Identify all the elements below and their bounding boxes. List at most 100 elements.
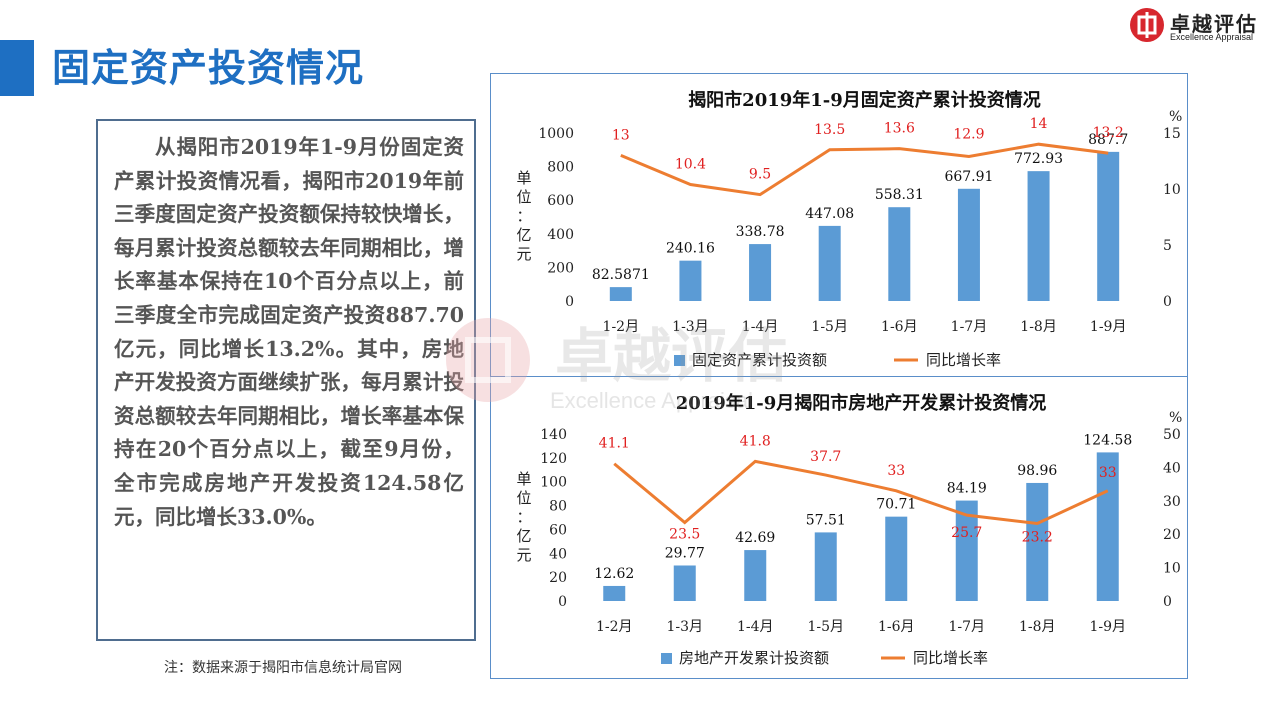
y-tick-label: 600	[547, 193, 574, 209]
bar	[673, 565, 696, 601]
y2-tick-label: 10	[1163, 182, 1181, 198]
bar-data-label: 887.7	[1088, 132, 1128, 148]
bar	[885, 516, 908, 601]
y2-tick-label: 50	[1163, 427, 1181, 443]
x-tick-label: 1-6月	[881, 319, 918, 335]
bar-data-label: 98.96	[1017, 463, 1057, 479]
x-tick-label: 1-9月	[1089, 619, 1126, 635]
line-data-label: 14	[1030, 116, 1048, 132]
y2-tick-label: 30	[1163, 494, 1181, 510]
bar	[957, 188, 980, 301]
bar	[814, 532, 837, 601]
bar-data-label: 240.16	[666, 241, 715, 257]
line-data-label: 13.2	[1093, 125, 1124, 141]
bar-data-label: 447.08	[805, 206, 854, 222]
line-data-label: 41.1	[599, 436, 630, 452]
bar-data-label: 70.71	[876, 497, 916, 513]
bar-data-label: 82.5871	[592, 267, 650, 283]
bar	[1096, 452, 1119, 601]
y2-axis-label: %	[1169, 410, 1182, 426]
y-tick-label: 100	[540, 475, 567, 491]
line-data-label: 12.9	[953, 127, 984, 143]
y-tick-label: 0	[565, 294, 574, 310]
bar	[749, 244, 772, 301]
y2-axis-label: %	[1169, 109, 1182, 125]
bar	[1026, 482, 1049, 601]
y2-tick-label: 5	[1163, 238, 1172, 254]
bar	[818, 225, 841, 301]
y-tick-label: 140	[540, 427, 567, 443]
title-accent-bar	[0, 40, 34, 96]
bar-data-label: 29.77	[665, 545, 705, 561]
bar-data-label: 772.93	[1014, 151, 1063, 167]
line-data-label: 13.5	[814, 122, 845, 138]
bar	[1027, 171, 1050, 301]
y2-tick-label: 15	[1163, 126, 1181, 142]
x-tick-label: 1-2月	[596, 619, 633, 635]
legend-bar-label: 房地产开发累计投资额	[679, 649, 829, 667]
x-tick-label: 1-5月	[807, 619, 844, 635]
x-tick-label: 1-7月	[951, 319, 988, 335]
bar-data-label: 84.19	[947, 481, 987, 497]
bar-data-label: 558.31	[875, 187, 924, 203]
chart-title: 2019年1-9月揭阳市房地产开发累计投资情况	[676, 392, 1047, 414]
line-data-label: 41.8	[740, 433, 771, 449]
chart-title: 揭阳市2019年1-9月固定资产累计投资情况	[688, 89, 1041, 111]
source-note: 注：数据来源于揭阳市信息统计局官网	[164, 660, 402, 676]
x-tick-label: 1-7月	[948, 619, 985, 635]
bar	[744, 550, 767, 601]
bar-data-label: 667.91	[944, 169, 993, 185]
charts-divider	[490, 376, 1188, 377]
line-data-label: 10.4	[675, 157, 706, 173]
bar	[679, 260, 702, 301]
x-tick-label: 1-3月	[666, 619, 703, 635]
y-tick-label: 200	[547, 260, 574, 276]
x-tick-label: 1-9月	[1090, 319, 1127, 335]
x-tick-label: 1-8月	[1019, 619, 1056, 635]
x-tick-label: 1-2月	[603, 319, 640, 335]
y-tick-label: 0	[558, 594, 567, 610]
real-estate-investment-chart: 2019年1-9月揭阳市房地产开发累计投资情况02040608010012014…	[516, 392, 1182, 667]
y-axis-label: 单位：亿元	[516, 470, 531, 564]
line-data-label: 33	[1099, 465, 1117, 481]
x-tick-label: 1-6月	[878, 619, 915, 635]
summary-textbox: 从揭阳市2019年1-9月份固定资产累计投资情况看，揭阳市2019年前三季度固定…	[96, 119, 476, 641]
line-data-label: 13.6	[884, 121, 915, 137]
legend-line-label: 同比增长率	[926, 351, 1001, 369]
y-tick-label: 800	[547, 160, 574, 176]
y2-tick-label: 0	[1163, 294, 1172, 310]
y2-tick-label: 0	[1163, 594, 1172, 610]
y2-tick-label: 20	[1163, 527, 1181, 543]
line-data-label: 33	[887, 463, 905, 479]
x-tick-label: 1-5月	[811, 319, 848, 335]
bar-data-label: 42.69	[735, 530, 775, 546]
y-axis-label: 单位：亿元	[516, 169, 531, 263]
page-title: 固定资产投资情况	[52, 46, 365, 90]
x-tick-label: 1-8月	[1020, 319, 1057, 335]
bar	[955, 500, 978, 601]
company-logo: 卓越评估 Excellence Appraisal	[1128, 4, 1278, 46]
logo-name: 卓越评估	[1170, 12, 1258, 36]
legend-bar-label: 固定资产累计投资额	[692, 351, 827, 369]
logo-subtitle: Excellence Appraisal	[1170, 32, 1254, 42]
line-data-label: 13	[612, 127, 630, 143]
line-data-label: 25.7	[951, 525, 982, 541]
x-tick-label: 1-3月	[672, 319, 709, 335]
x-tick-label: 1-4月	[737, 619, 774, 635]
bar	[609, 287, 632, 301]
line-data-label: 9.5	[749, 167, 771, 183]
y2-tick-label: 10	[1163, 561, 1181, 577]
growth-rate-line	[613, 459, 1109, 526]
y-tick-label: 400	[547, 227, 574, 243]
y-tick-label: 80	[549, 499, 567, 515]
bar-data-label: 338.78	[736, 224, 785, 240]
fixed-asset-investment-chart: 揭阳市2019年1-9月固定资产累计投资情况 0 200 400 600 800 1000 0…	[516, 89, 1182, 369]
growth-rate-line	[620, 142, 1109, 197]
y-tick-label: 40	[549, 546, 567, 562]
line-data-label: 23.2	[1022, 530, 1053, 546]
x-tick-label: 1-4月	[742, 319, 779, 335]
line-data-label: 37.7	[810, 449, 841, 465]
y2-tick-label: 40	[1163, 460, 1181, 476]
y-tick-label: 20	[549, 570, 567, 586]
y-tick-label: 120	[540, 451, 567, 467]
